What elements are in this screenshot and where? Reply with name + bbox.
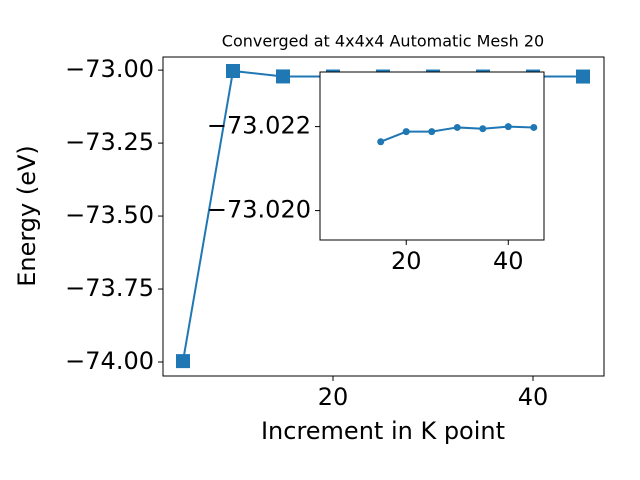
y-tick-label: −73.50 <box>65 201 154 229</box>
data-point <box>576 69 590 84</box>
data-point <box>428 128 436 136</box>
y-tick-label: −74.00 <box>65 347 154 375</box>
data-point <box>479 125 487 133</box>
y-tick-label: −73.25 <box>65 128 154 156</box>
x-axis-label: Increment in K point <box>261 417 505 445</box>
y-tick-label: −73.022 <box>207 112 311 140</box>
data-point <box>504 123 512 131</box>
y-axis-label: Energy (eV) <box>13 145 41 287</box>
data-point <box>453 123 461 131</box>
plot-area <box>320 72 544 240</box>
chart-title: Converged at 4x4x4 Automatic Mesh 20 <box>222 32 544 51</box>
data-point <box>402 128 410 136</box>
data-point <box>530 123 538 131</box>
data-point <box>377 138 385 146</box>
x-tick-label: 20 <box>391 247 422 275</box>
y-tick-label: −73.00 <box>65 55 154 83</box>
data-point <box>176 354 190 369</box>
x-tick-label: 40 <box>493 247 524 275</box>
y-tick-label: −73.020 <box>207 196 311 224</box>
data-point <box>276 69 290 84</box>
data-point <box>226 64 240 79</box>
axes-frame <box>162 56 605 377</box>
x-tick-label: 20 <box>318 383 349 411</box>
x-tick-label: 40 <box>518 383 549 411</box>
y-tick-label: −73.75 <box>65 274 154 302</box>
axes-frame <box>319 71 545 241</box>
